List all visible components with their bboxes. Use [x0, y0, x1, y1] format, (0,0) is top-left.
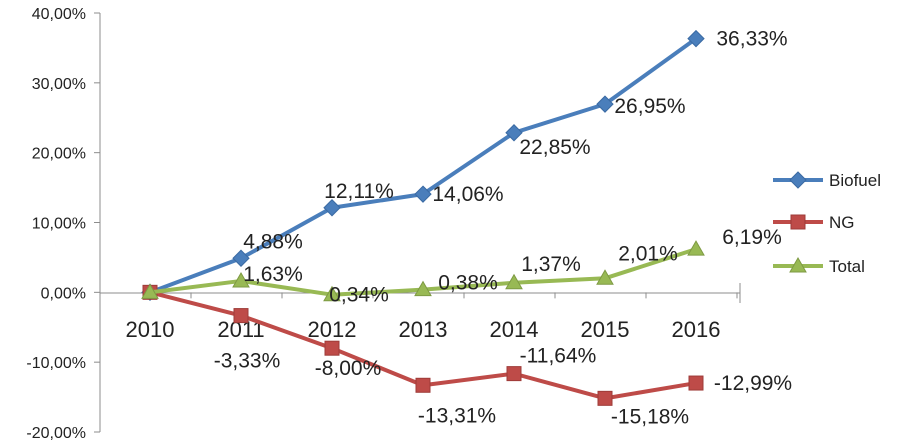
- data-point-ng: [324, 340, 340, 356]
- data-label-biofuel: 22,85%: [519, 136, 590, 159]
- data-label-ng: -12,99%: [714, 372, 792, 395]
- data-label-biofuel: 36,33%: [716, 28, 787, 51]
- data-point-biofuel: [323, 199, 341, 217]
- y-tick-label: 30,00%: [32, 76, 86, 93]
- data-point-total: [414, 280, 432, 297]
- data-point-total: [596, 269, 614, 285]
- data-labels-layer: 4,88% 12,11% 14,06% 22,85% 26,95% 36,33% -3,33…: [214, 28, 792, 429]
- data-point-total: [141, 283, 159, 299]
- data-point-ng: [415, 377, 431, 393]
- data-label-total: 0,38%: [438, 272, 498, 295]
- legend-marker-total: [789, 256, 807, 273]
- data-point-total: [232, 271, 250, 288]
- data-point-ng: [597, 390, 613, 406]
- legend-item-biofuel: Biofuel: [773, 171, 881, 190]
- data-point-ng: [506, 366, 522, 382]
- y-tick-label: 20,00%: [32, 146, 86, 163]
- legend-item-total: Total: [773, 256, 865, 276]
- data-label-ng: -8,00%: [315, 357, 382, 380]
- y-tick-label: 10,00%: [32, 216, 86, 233]
- data-point-biofuel: [687, 29, 705, 48]
- data-label-ng: -11,64%: [520, 345, 597, 368]
- x-tick-label: 2016: [672, 317, 721, 342]
- data-label-total: 1,63%: [243, 263, 303, 286]
- legend: Biofuel NG Total: [773, 171, 881, 276]
- x-tick-label: 2012: [308, 317, 357, 342]
- legend-marker-biofuel: [789, 171, 807, 189]
- data-point-ng: [233, 308, 249, 324]
- data-label-biofuel: 12,11%: [324, 180, 394, 203]
- data-point-total: [687, 240, 705, 256]
- legend-marker-ng: [790, 214, 806, 230]
- data-label-total: 2,01%: [618, 242, 678, 265]
- legend-label-total: Total: [829, 257, 865, 276]
- x-tick-label: 2010: [126, 317, 175, 342]
- legend-item-ng: NG: [773, 213, 855, 232]
- x-tick-label: 2014: [490, 317, 539, 342]
- series-line-biofuel: [149, 37, 698, 295]
- x-axis-ticks: 2010 2011 2012 2013 2014 2015 2016: [99, 292, 738, 342]
- legend-label-ng: NG: [829, 213, 855, 232]
- y-tick-label: -20,00%: [26, 425, 86, 442]
- y-tick-label: -10,00%: [26, 355, 86, 372]
- data-label-total: 1,37%: [521, 253, 581, 276]
- x-tick-label: 2013: [399, 317, 448, 342]
- y-tick-label: 40,00%: [32, 6, 86, 23]
- data-label-ng: -3,33%: [214, 350, 281, 373]
- y-tick-label: 0,00%: [41, 285, 86, 302]
- data-label-biofuel: 26,95%: [614, 95, 685, 118]
- x-tick-label: 2015: [581, 317, 630, 342]
- data-point-biofuel: [232, 249, 250, 267]
- data-label-ng: -15,18%: [611, 405, 689, 428]
- y-axis-ticks: 40,00% 30,00% 20,00% 10,00% 0,00% -10,00% -20,…: [26, 6, 100, 442]
- data-point-total: [505, 273, 523, 290]
- data-label-total: 0,34%: [329, 284, 389, 307]
- data-point-biofuel: [596, 95, 614, 113]
- data-point-biofuel: [505, 124, 523, 142]
- series-layer: [141, 29, 705, 406]
- data-point-biofuel: [414, 185, 432, 203]
- data-label-ng: -13,31%: [418, 404, 496, 427]
- data-label-total: 6,19%: [722, 226, 782, 249]
- data-label-biofuel: 4,88%: [243, 230, 303, 253]
- legend-label-biofuel: Biofuel: [829, 171, 881, 190]
- data-point-total: [323, 285, 341, 302]
- data-point-ng: [688, 375, 704, 391]
- data-label-biofuel: 14,06%: [432, 183, 503, 206]
